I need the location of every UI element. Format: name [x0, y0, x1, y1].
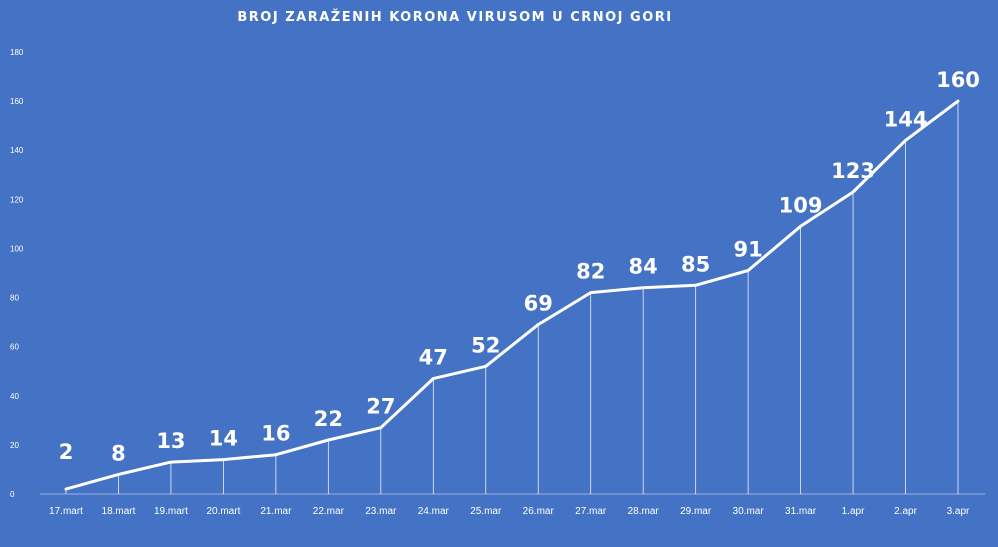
x-tick-label: 28.mar — [628, 506, 660, 517]
y-tick-label: 40 — [10, 392, 19, 401]
series-line — [64, 99, 960, 491]
data-label: 69 — [524, 292, 553, 316]
y-tick-label: 180 — [10, 48, 24, 57]
data-label: 14 — [209, 427, 238, 451]
data-label: 82 — [576, 260, 605, 284]
data-label: 16 — [261, 422, 290, 446]
data-label: 2 — [59, 440, 74, 464]
y-tick-label: 100 — [10, 244, 24, 253]
x-tick-label: 22.mar — [313, 506, 345, 517]
data-label: 91 — [734, 238, 763, 262]
data-label: 85 — [681, 252, 710, 276]
y-tick-label: 80 — [10, 294, 19, 303]
data-label: 8 — [111, 441, 126, 465]
x-tick-label: 18.mart — [102, 506, 136, 517]
data-labels: 2 8 13 14 16 22 27 47 52 69 82 84 85 91 109 123 144 160 — [59, 68, 980, 465]
data-label: 13 — [156, 429, 185, 453]
x-tick-label: 17.mart — [49, 506, 83, 517]
data-label: 160 — [936, 68, 980, 92]
data-label: 123 — [831, 159, 875, 183]
x-tick-label: 27.mar — [575, 506, 607, 517]
data-label: 144 — [884, 107, 928, 131]
x-tick-label: 25.mar — [470, 506, 502, 517]
y-axis: 0 20 40 60 80 100 120 140 160 180 — [10, 48, 24, 499]
chart-title: BROJ ZARAŽENIH KORONA VIRUSOM U CRNOJ GO… — [237, 9, 672, 25]
x-tick-label: 24.mar — [418, 506, 450, 517]
x-tick-label: 23.mar — [365, 506, 397, 517]
x-tick-label: 30.mar — [733, 506, 765, 517]
x-tick-label: 1.apr — [842, 506, 865, 517]
drop-lines — [65, 101, 959, 494]
data-label: 47 — [419, 346, 448, 370]
y-tick-label: 160 — [10, 97, 24, 106]
x-tick-label: 19.mart — [154, 506, 188, 517]
data-label: 27 — [366, 395, 395, 419]
x-tick-label: 2.apr — [894, 506, 917, 517]
data-label: 22 — [314, 407, 343, 431]
series-group — [64, 99, 960, 491]
data-label: 84 — [629, 255, 658, 279]
x-tick-label: 20.mart — [206, 506, 240, 517]
x-tick-label: 29.mar — [680, 506, 712, 517]
x-tick-label: 3.apr — [947, 506, 970, 517]
y-tick-label: 0 — [10, 490, 15, 499]
x-tick-label: 31.mar — [785, 506, 817, 517]
y-tick-label: 60 — [10, 343, 19, 352]
data-label: 109 — [779, 193, 823, 217]
y-tick-label: 140 — [10, 146, 24, 155]
x-tick-label: 26.mar — [523, 506, 555, 517]
x-tick-label: 21.mar — [260, 506, 292, 517]
data-label: 52 — [471, 333, 500, 357]
y-tick-label: 120 — [10, 195, 24, 204]
y-tick-label: 20 — [10, 441, 19, 450]
x-axis: 17.mart 18.mart 19.mart 20.mart 21.mar 22.mar… — [49, 506, 970, 517]
